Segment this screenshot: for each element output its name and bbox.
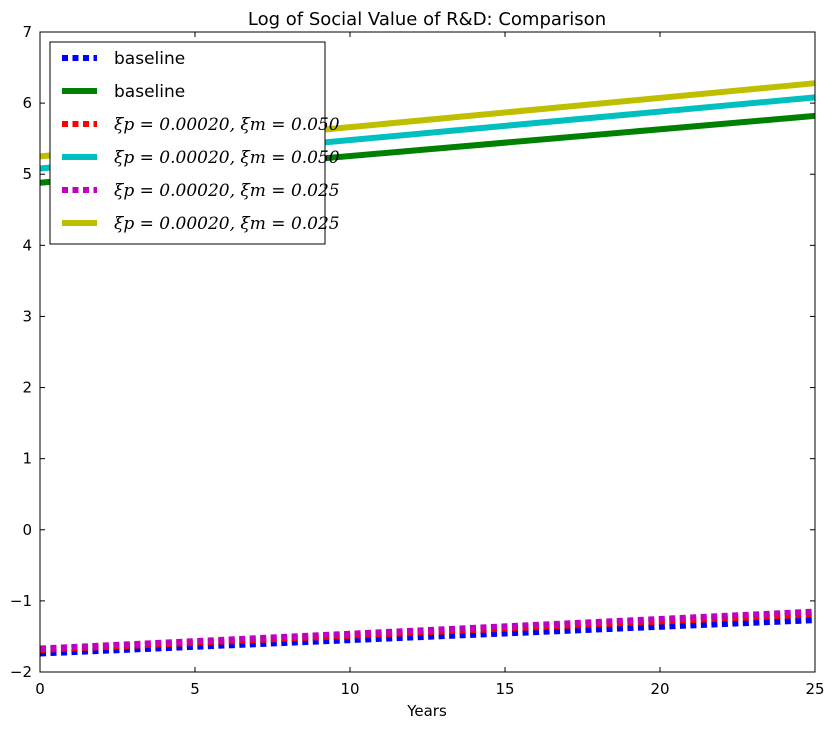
chart-title: Log of Social Value of R&D: Comparison (248, 9, 606, 30)
legend-label-0: baseline (114, 49, 185, 69)
y-tick-label: 1 (22, 450, 32, 468)
legend-label-5: ξp = 0.00020, ξm = 0.025 (114, 214, 340, 234)
y-tick-label: 4 (22, 236, 32, 254)
y-tick-label: 0 (22, 521, 32, 539)
x-tick-label: 5 (190, 680, 200, 698)
y-tick-label: −2 (10, 663, 32, 681)
x-tick-label: 15 (495, 680, 514, 698)
y-tick-label: −1 (10, 592, 32, 610)
series-line-4 (39, 608, 816, 652)
x-axis-title: Years (406, 702, 447, 720)
x-tick-label: 10 (340, 680, 359, 698)
series-line-0 (39, 617, 816, 657)
x-tick-label: 0 (35, 680, 45, 698)
x-tick-label: 20 (650, 680, 669, 698)
legend-label-3: ξp = 0.00020, ξm = 0.050 (114, 148, 340, 168)
x-tick-label: 25 (805, 680, 824, 698)
legend-box (49, 41, 326, 245)
y-tick-label: 6 (22, 94, 32, 112)
plot-frame (39, 31, 816, 673)
y-tick-label: 5 (22, 165, 32, 183)
legend-label-1: baseline (114, 82, 185, 102)
y-tick-label: 3 (22, 307, 32, 325)
y-tick-label: 2 (22, 379, 32, 397)
tick-layer: 0 5 10 15 20 25 −2 −1 0 1 2 3 4 5 6 7 (10, 23, 825, 698)
legend: baseline baseline ξp = 0.00020, ξm = 0.050… (49, 41, 340, 245)
legend-label-4: ξp = 0.00020, ξm = 0.025 (114, 181, 340, 201)
y-tick-label: 7 (22, 23, 32, 41)
legend-label-2: ξp = 0.00020, ξm = 0.050 (114, 115, 340, 135)
